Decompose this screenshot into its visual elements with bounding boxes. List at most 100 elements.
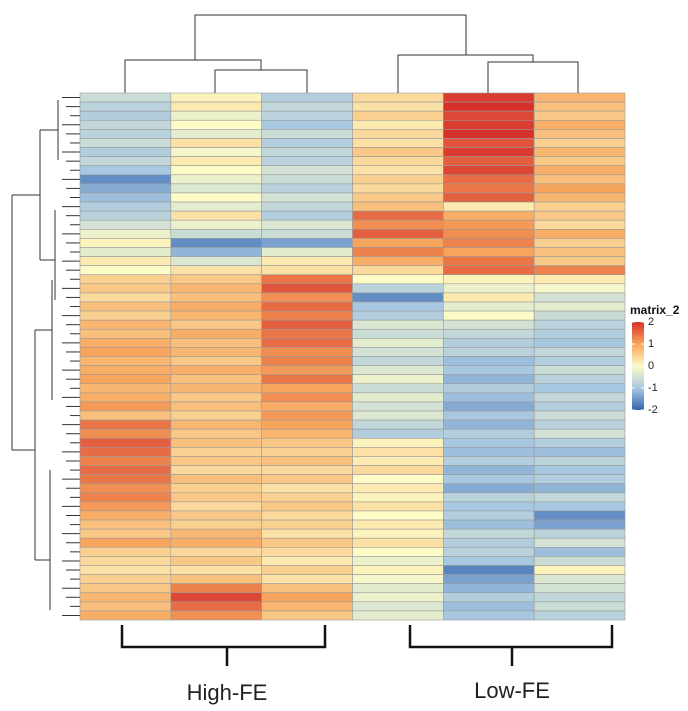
cell [80, 184, 171, 193]
cell [171, 584, 262, 593]
cell [80, 420, 171, 429]
cell [443, 157, 534, 166]
cell [443, 475, 534, 484]
cell [171, 293, 262, 302]
cell [80, 193, 171, 202]
cell [171, 538, 262, 547]
cell [534, 257, 625, 266]
legend-tick-label: 2 [648, 316, 654, 328]
cell [80, 411, 171, 420]
cell [262, 229, 353, 238]
cell [80, 284, 171, 293]
cell [443, 538, 534, 547]
cell [262, 602, 353, 611]
cell [353, 229, 444, 238]
cell [443, 602, 534, 611]
cell [262, 475, 353, 484]
cell [443, 275, 534, 284]
cell [171, 593, 262, 602]
cell [443, 565, 534, 574]
cell [262, 338, 353, 347]
cell [262, 302, 353, 311]
cell [443, 284, 534, 293]
chart: High-FE Low-FE matrix_2 210-1-2 [0, 0, 688, 711]
cell [443, 302, 534, 311]
cell [534, 538, 625, 547]
cell [353, 447, 444, 456]
cell [80, 393, 171, 402]
cell [443, 229, 534, 238]
cell [534, 456, 625, 465]
cell [262, 411, 353, 420]
cell [80, 493, 171, 502]
cell [80, 511, 171, 520]
cell [443, 420, 534, 429]
cell [534, 129, 625, 138]
cell [353, 429, 444, 438]
cell [353, 329, 444, 338]
cell [534, 484, 625, 493]
cell [80, 111, 171, 120]
cell [353, 565, 444, 574]
cell [353, 393, 444, 402]
cell [534, 375, 625, 384]
cell [443, 402, 534, 411]
cell [534, 511, 625, 520]
cell [80, 438, 171, 447]
cell [443, 393, 534, 402]
cell [171, 102, 262, 111]
cell [80, 565, 171, 574]
cell [262, 402, 353, 411]
cell [262, 166, 353, 175]
cell [353, 211, 444, 220]
cell [80, 575, 171, 584]
cell [443, 347, 534, 356]
cell [534, 593, 625, 602]
cell [353, 247, 444, 256]
cell [171, 484, 262, 493]
cell [171, 211, 262, 220]
cell [262, 357, 353, 366]
cell [80, 302, 171, 311]
cell [353, 284, 444, 293]
cell [534, 311, 625, 320]
legend-tick-label: -1 [648, 382, 658, 394]
cell [262, 347, 353, 356]
cell [262, 138, 353, 147]
cell [353, 402, 444, 411]
cell [443, 102, 534, 111]
cell [534, 211, 625, 220]
cell [262, 320, 353, 329]
cell [534, 611, 625, 620]
cell [443, 375, 534, 384]
cell [262, 311, 353, 320]
cell [534, 329, 625, 338]
cell [443, 311, 534, 320]
cell [353, 357, 444, 366]
cell [534, 120, 625, 129]
cell [443, 266, 534, 275]
cell [171, 338, 262, 347]
cell [353, 411, 444, 420]
cell [80, 202, 171, 211]
cell [353, 220, 444, 229]
cell [443, 502, 534, 511]
cell [80, 266, 171, 275]
cell [171, 129, 262, 138]
cell [80, 602, 171, 611]
cell [534, 602, 625, 611]
cell [80, 538, 171, 547]
cell [80, 375, 171, 384]
cell [262, 484, 353, 493]
cell [534, 475, 625, 484]
cell [171, 302, 262, 311]
cell [443, 484, 534, 493]
cell [443, 575, 534, 584]
cell [171, 466, 262, 475]
cell [534, 302, 625, 311]
cell [353, 184, 444, 193]
cell [171, 184, 262, 193]
cell [443, 384, 534, 393]
cell [80, 447, 171, 456]
cell [171, 411, 262, 420]
